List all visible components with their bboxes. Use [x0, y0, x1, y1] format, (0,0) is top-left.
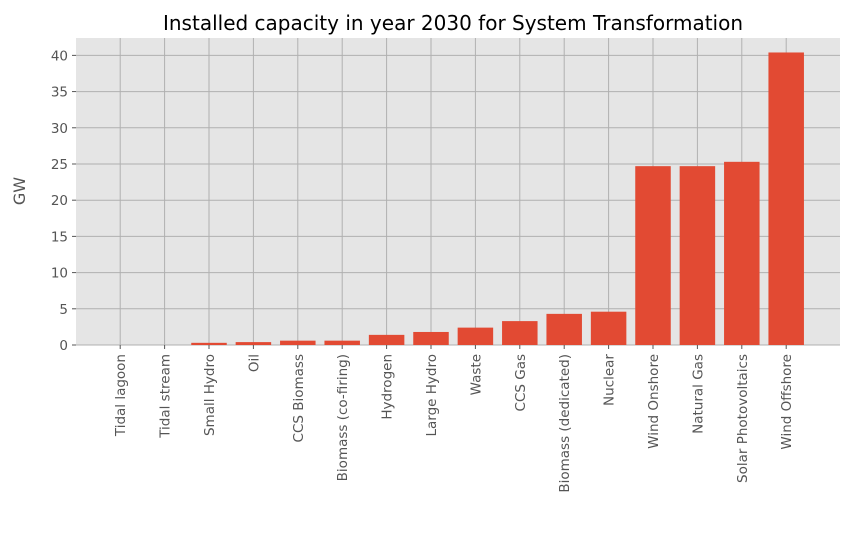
y-tick-label: 15	[51, 229, 68, 245]
x-tick-label: Oil	[246, 354, 262, 372]
y-tick-label: 5	[59, 302, 68, 318]
bar	[679, 166, 716, 345]
x-tick-label: Tidal stream	[158, 354, 174, 439]
y-tick-label: 35	[51, 85, 68, 101]
x-tick-label: Biomass (co-firing)	[335, 354, 351, 481]
y-axis-label: GW	[10, 177, 29, 205]
x-tick-labels: Tidal lagoon Tidal stream Small Hydro Oil CC…	[113, 345, 795, 493]
x-tick-label: Nuclear	[602, 354, 618, 406]
bar	[457, 327, 494, 345]
x-tick-label: CCS Gas	[513, 354, 529, 411]
bar	[724, 161, 760, 345]
chart-title: Installed capacity in year 2030 for Syst…	[163, 11, 743, 35]
bar	[368, 334, 405, 345]
bar	[546, 313, 582, 345]
x-tick-label: Wind Onshore	[646, 354, 662, 449]
bar	[635, 166, 671, 345]
x-tick-label: Hydrogen	[380, 354, 396, 420]
bar	[235, 342, 272, 345]
bar	[413, 331, 449, 345]
bar	[590, 311, 627, 345]
x-tick-label: Wind Offshore	[779, 354, 795, 450]
bar	[280, 340, 316, 345]
bar	[191, 342, 227, 345]
bar-layer	[191, 52, 804, 345]
x-tick-label: Tidal lagoon	[113, 354, 129, 437]
y-tick-label: 40	[51, 48, 68, 64]
x-tick-label: CCS Biomass	[291, 354, 307, 442]
x-tick-label: Natural Gas	[690, 354, 706, 434]
y-tick-label: 10	[51, 266, 68, 282]
y-tick-label: 30	[51, 121, 68, 137]
bar	[324, 340, 360, 345]
y-tick-labels: 0 5 10 15 20 25 30 35 40	[51, 48, 76, 354]
x-tick-label: Small Hydro	[202, 354, 218, 436]
x-tick-label: Large Hydro	[424, 354, 440, 437]
y-tick-label: 0	[59, 338, 68, 354]
bar	[502, 321, 538, 345]
y-tick-label: 20	[51, 193, 68, 209]
bar	[768, 52, 804, 345]
x-tick-label: Waste	[468, 354, 484, 395]
x-tick-label: Biomass (dedicated)	[557, 354, 573, 493]
y-tick-label: 25	[51, 157, 68, 173]
x-tick-label: Solar Photovoltaics	[735, 354, 751, 483]
